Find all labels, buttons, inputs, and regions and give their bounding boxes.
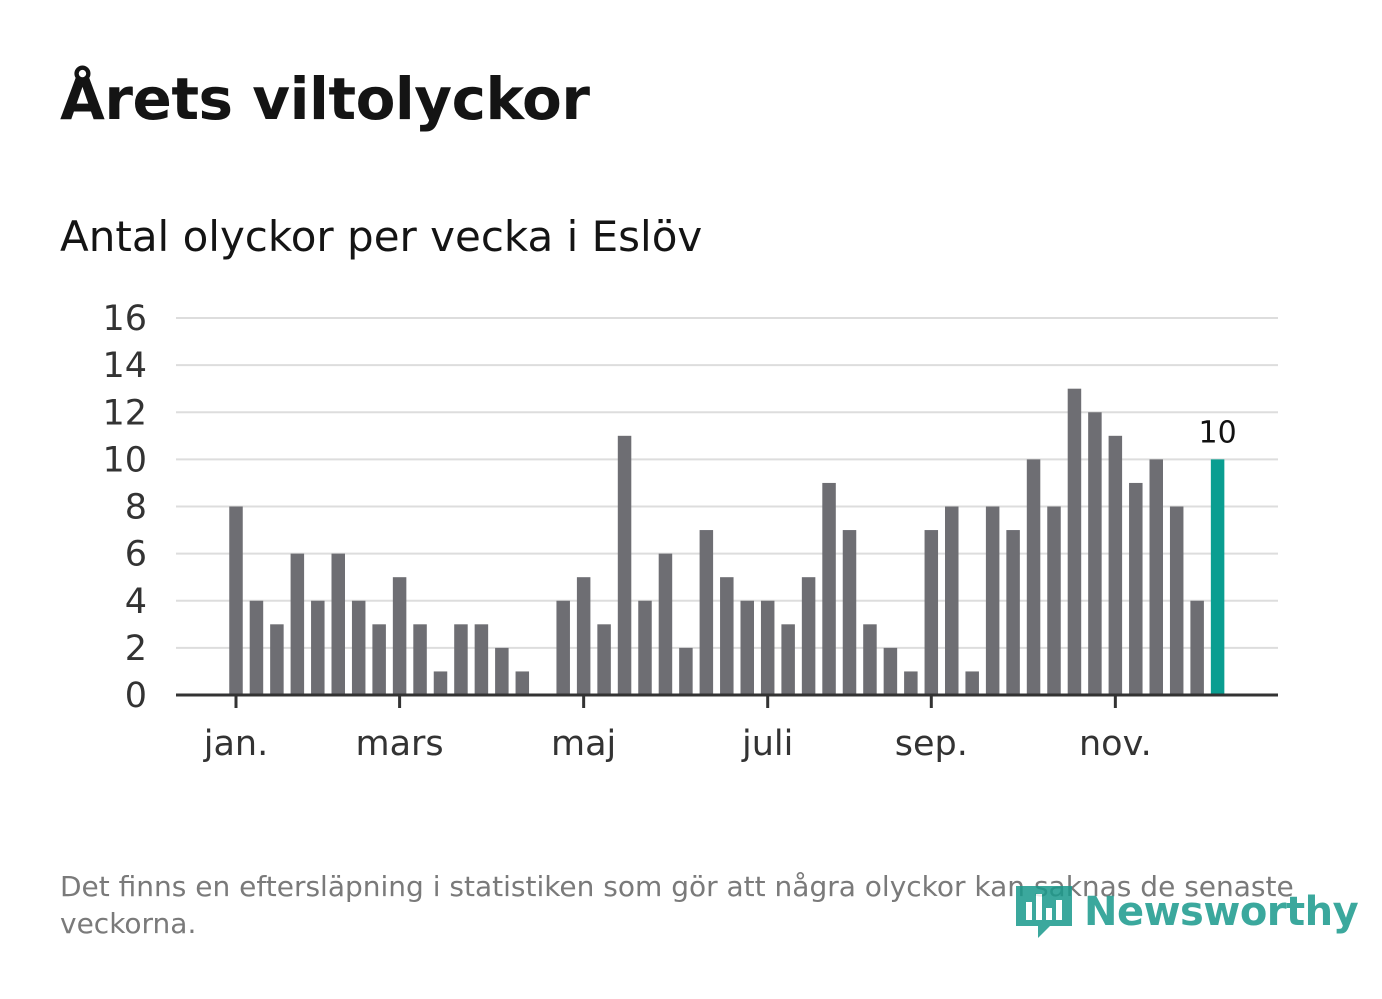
y-tick-label: 14 (102, 346, 147, 386)
y-axis-tick-labels: 0 2 4 6 8 10 12 14 16 (102, 299, 147, 716)
logo-text: Newsworthy (1084, 889, 1359, 935)
bar-highlight (1210, 459, 1225, 695)
y-tick-label: 16 (102, 299, 147, 339)
bar (945, 506, 959, 695)
chart-title: Årets viltolyckor (60, 65, 590, 133)
bar (351, 600, 366, 695)
y-tick-label: 10 (102, 440, 147, 480)
bar (270, 624, 284, 695)
newsworthy-logo: Newsworthy (1012, 880, 1359, 944)
bar (474, 624, 489, 695)
bar-chart-bubble-icon (1016, 886, 1072, 938)
bar (904, 671, 918, 695)
bar (781, 624, 795, 695)
chart-subtitle: Antal olyckor per vecka i Eslöv (60, 212, 703, 261)
bar (515, 671, 530, 695)
bar (290, 553, 305, 695)
bar (883, 647, 898, 695)
bar (311, 600, 325, 695)
bar (842, 530, 857, 695)
data-labels: 10 (1199, 415, 1237, 450)
bar (1149, 459, 1163, 695)
bar (1108, 435, 1123, 695)
bar (576, 577, 591, 695)
y-tick-label: 6 (125, 535, 147, 575)
bars (229, 388, 1225, 695)
bar (1169, 506, 1184, 695)
x-tick-label: jan. (203, 724, 268, 764)
bar (229, 506, 243, 695)
y-tick-label: 4 (125, 582, 147, 622)
bar (760, 600, 775, 695)
y-tick-label: 8 (125, 488, 147, 528)
bar (597, 624, 611, 695)
bar (740, 600, 754, 695)
x-tick-label: sep. (895, 724, 968, 764)
bar (1067, 388, 1082, 695)
x-axis (176, 693, 1278, 708)
x-tick-label: maj (551, 724, 616, 764)
y-tick-label: 2 (125, 629, 147, 669)
bar (372, 624, 386, 695)
bar (924, 530, 939, 695)
bar (454, 624, 468, 695)
bar (495, 647, 509, 695)
y-tick-label: 0 (125, 676, 147, 716)
bar (699, 530, 714, 695)
bar (556, 600, 570, 695)
bar (985, 506, 1000, 695)
bar (658, 553, 673, 695)
footnote: Det finns en eftersläpning i statistiken… (60, 870, 1294, 940)
bar-chart: 0 2 4 6 8 10 12 14 16 jan. mars maj juli sep. nov. 10 (102, 299, 1278, 764)
x-axis-tick-labels: jan. mars maj juli sep. nov. (203, 724, 1152, 764)
bar (1088, 412, 1102, 695)
bar (638, 600, 652, 695)
x-tick-label: juli (741, 724, 793, 764)
bar (331, 553, 345, 695)
bar (1006, 530, 1020, 695)
bar (249, 600, 264, 695)
bar (433, 671, 448, 695)
bar (720, 577, 734, 695)
bar (413, 624, 427, 695)
bar (863, 624, 877, 695)
bar (679, 647, 693, 695)
bar (822, 482, 836, 695)
bar (1190, 600, 1204, 695)
x-tick-label: mars (356, 724, 444, 764)
bar (965, 671, 979, 695)
y-tick-label: 12 (102, 393, 147, 433)
bar (617, 435, 632, 695)
x-tick-label: nov. (1079, 724, 1152, 764)
bar (1129, 482, 1143, 695)
bar (392, 577, 407, 695)
bar (1026, 459, 1041, 695)
data-label-latest: 10 (1199, 415, 1237, 450)
bar (801, 577, 816, 695)
bar (1047, 506, 1061, 695)
